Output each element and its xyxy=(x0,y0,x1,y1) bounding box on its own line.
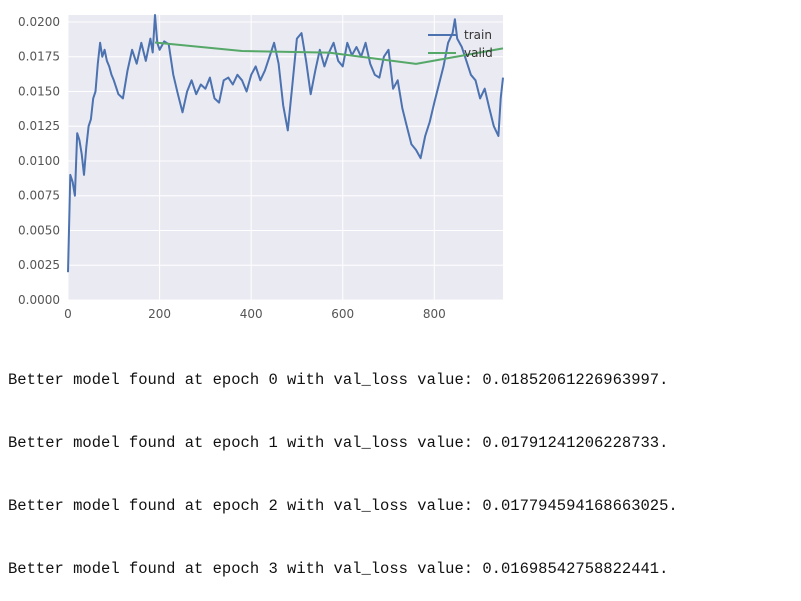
y-axis-ticks: 0.0000 0.0025 0.0050 0.0075 0.0100 0.0125 0.01… xyxy=(18,15,60,307)
log-line-epoch-2: Better model found at epoch 2 with val_l… xyxy=(8,497,678,515)
plot-area xyxy=(68,15,503,300)
log-line-epoch-3: Better model found at epoch 3 with val_l… xyxy=(8,560,669,578)
series-line-train xyxy=(67,14,504,273)
y-tick-label: 0.0200 xyxy=(18,15,60,29)
log-line-epoch-0: Better model found at epoch 0 with val_l… xyxy=(8,371,669,389)
y-tick-label: 0.0100 xyxy=(18,154,60,168)
x-tick-label: 800 xyxy=(423,307,446,321)
x-tick-label: 0 xyxy=(64,307,72,321)
training-loss-chart: 0 200 400 600 800 0.00000.00250.00500.00750.… xyxy=(18,14,504,321)
y-tick-label: 0.0075 xyxy=(18,189,60,203)
x-axis-ticks: 0 200 400 600 800 xyxy=(64,307,446,321)
y-tick-label: 0.0025 xyxy=(18,258,60,272)
series-line-valid xyxy=(154,41,504,65)
training-log: Better model found at epoch 0 with val_l… xyxy=(8,328,678,601)
y-tick-label: 0.0150 xyxy=(18,84,60,98)
x-tick-label: 400 xyxy=(240,307,263,321)
y-tick-label: 0.0125 xyxy=(18,119,60,133)
legend: train valid xyxy=(428,28,493,60)
x-tick-label: 600 xyxy=(331,307,354,321)
y-tick-label: 0.0000 xyxy=(18,293,60,307)
legend-label-valid: valid xyxy=(464,46,493,60)
y-tick-label: 0.0050 xyxy=(18,223,60,237)
x-tick-label: 200 xyxy=(148,307,171,321)
legend-label-train: train xyxy=(464,28,492,42)
grid-lines xyxy=(67,15,503,301)
y-tick-label: 0.0175 xyxy=(18,50,60,64)
series-layer xyxy=(67,14,504,273)
log-line-epoch-1: Better model found at epoch 1 with val_l… xyxy=(8,434,669,452)
